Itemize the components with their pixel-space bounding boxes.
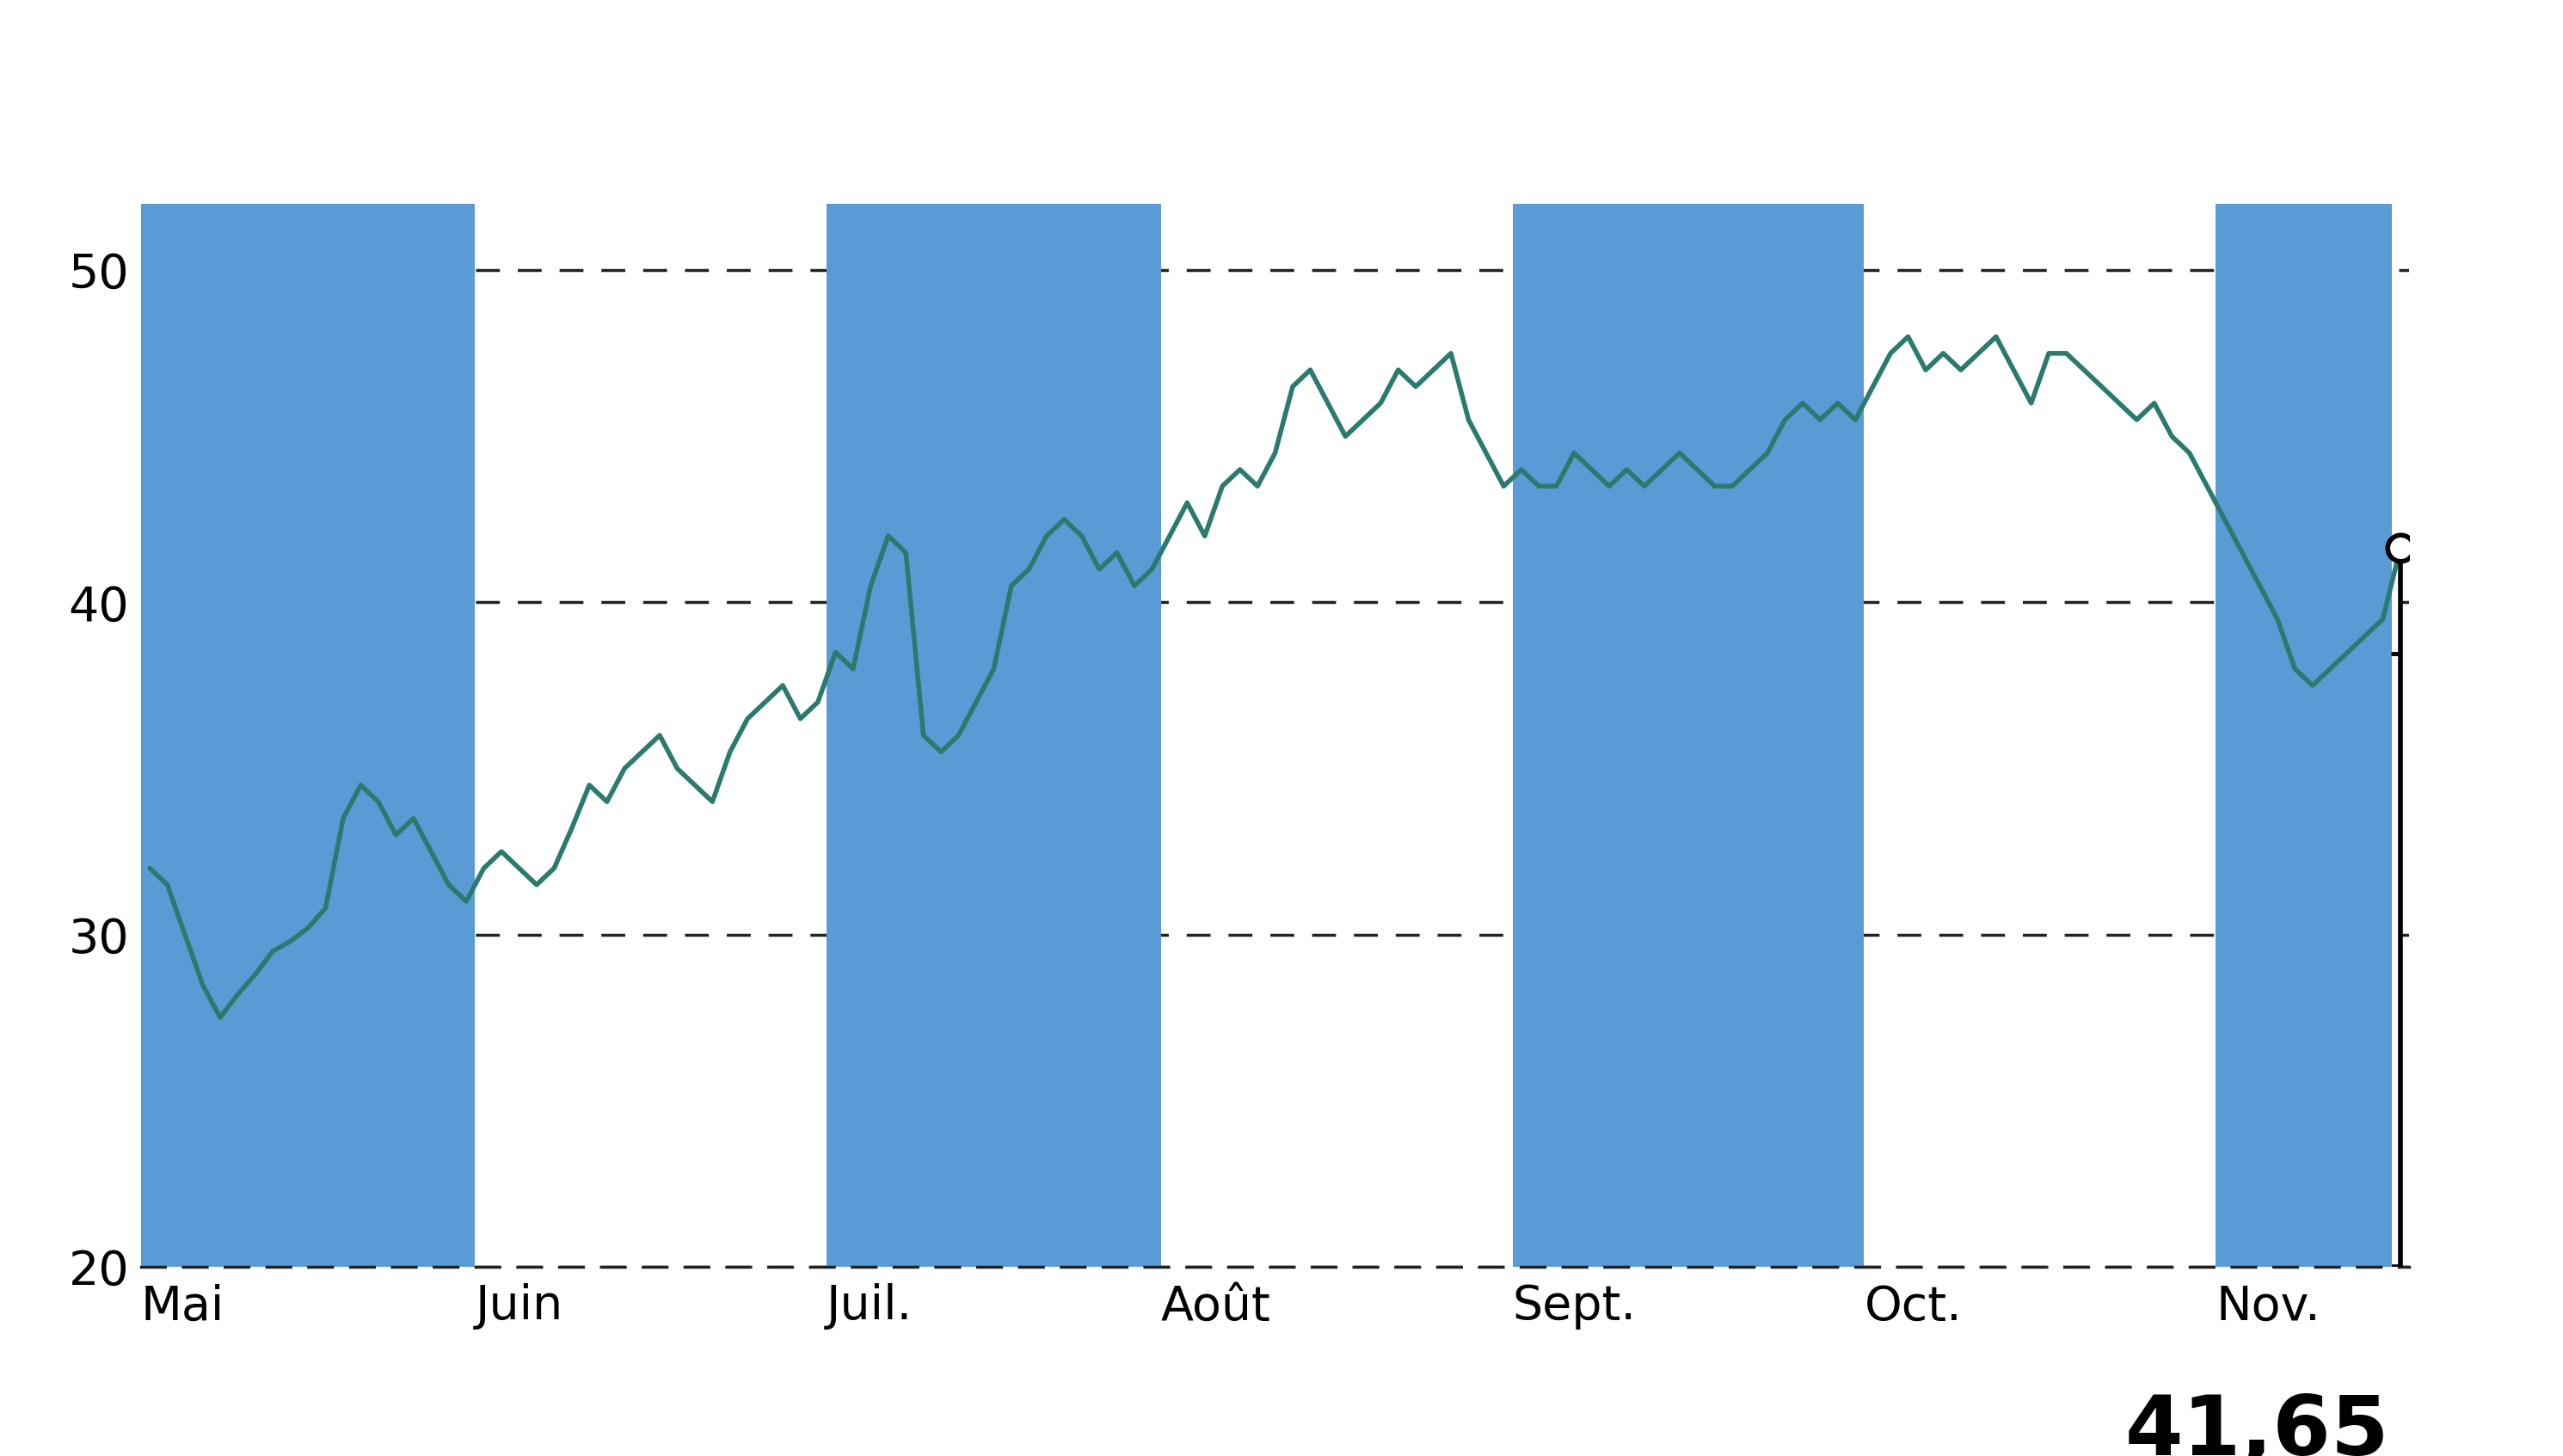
Bar <box>141 204 474 1267</box>
Bar <box>2217 204 2391 1267</box>
Text: 41,65: 41,65 <box>2125 1392 2389 1456</box>
Bar <box>828 204 1161 1267</box>
Bar <box>1512 204 1863 1267</box>
Text: Protagonist Therapeutics, Inc.: Protagonist Therapeutics, Inc. <box>464 38 2099 130</box>
